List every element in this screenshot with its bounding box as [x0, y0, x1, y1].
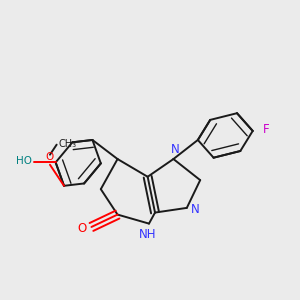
Text: F: F: [263, 123, 269, 136]
Text: O: O: [77, 222, 87, 235]
Text: N: N: [191, 203, 200, 216]
Text: O: O: [46, 152, 54, 162]
Text: CH₃: CH₃: [58, 139, 76, 148]
Text: HO: HO: [16, 156, 32, 167]
Text: NH: NH: [139, 228, 156, 241]
Text: N: N: [171, 143, 179, 156]
